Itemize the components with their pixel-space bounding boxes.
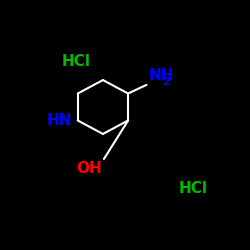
Text: 2: 2: [162, 77, 170, 87]
Text: HCl: HCl: [61, 54, 90, 69]
Text: HN: HN: [46, 113, 72, 128]
Text: HCl: HCl: [178, 181, 208, 196]
Text: NH: NH: [148, 68, 174, 83]
Text: OH: OH: [76, 161, 102, 176]
